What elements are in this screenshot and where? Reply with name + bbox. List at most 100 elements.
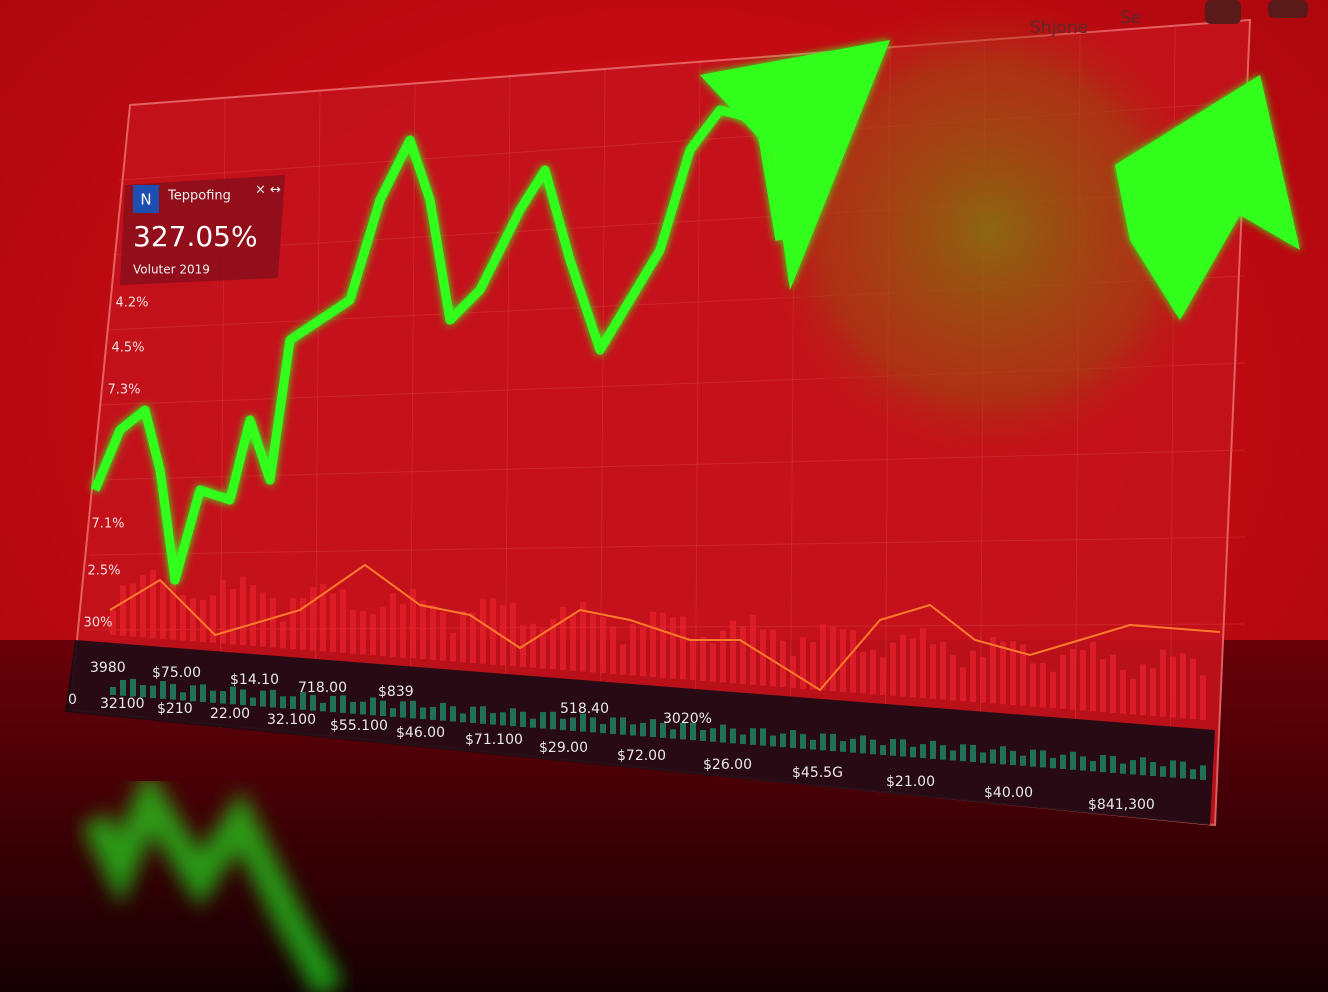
volume-bar [200,684,206,703]
volume-bar [880,745,886,755]
volume-bar [1090,641,1096,712]
volume-bar [540,712,546,729]
volume-bar [310,695,316,711]
volume-bar [830,733,836,752]
volume-bar [320,584,326,652]
volume-bar [770,735,776,747]
price-label: $29.00 [539,740,588,756]
tooltip-box [120,175,285,285]
volume-bar [550,711,556,730]
labels: 4.2% 4.5% 7.3% 7.1% 2.5% 30% 3980 $75.00 $14.10 7… [68,296,1155,814]
volume-bar [1030,663,1036,707]
volume-bar [960,667,966,702]
volume-bar [460,713,466,723]
volume-bar [1060,754,1066,770]
volume-bar [220,579,226,644]
user-name[interactable]: Shjone [1030,18,1088,38]
volume-bar [1050,758,1056,769]
volume-bar [360,701,366,715]
y-tick-label: 30% [84,616,113,631]
volume-bar [750,728,756,745]
volume-bar [980,656,986,703]
price-label: 0 [68,692,77,708]
volume-bar [640,627,646,677]
volume-bar [480,706,486,724]
volume-bar [380,607,386,657]
search[interactable]: Se [1120,8,1141,28]
volume-bar [710,728,716,742]
price-label: $841,300 [1088,797,1155,813]
volume-bar [810,642,816,690]
volume-bars [110,569,1206,780]
volume-bar [260,592,266,647]
reflection [81,767,344,992]
volume-bar [970,744,976,762]
volume-bar [170,575,176,640]
volume-bar [1180,761,1186,779]
volume-bar [130,583,136,637]
volume-bar [1170,656,1176,718]
volume-bar [730,728,736,744]
volume-bar [1070,751,1076,770]
volume-bar [1080,650,1086,711]
volume-bar [120,679,126,696]
arrow [1115,75,1300,320]
volume-bar [1150,668,1156,717]
volume-bar [300,598,306,650]
volume-bar [190,685,196,702]
volume-bar [320,702,326,712]
volume-bar [800,734,806,749]
menu-button[interactable] [1205,0,1241,24]
volume-bar [1180,653,1186,719]
volume-bar [860,735,866,754]
volume-bar [900,739,906,757]
volume-bar [690,639,696,681]
volume-bar [760,629,766,686]
volume-bar [120,585,126,636]
volume-bar [780,640,786,688]
price-label: $21.00 [886,774,935,790]
volume-bar [520,711,526,727]
close[interactable]: × ↔ [255,183,281,198]
volume-bar [200,599,206,643]
volume-bar [660,722,666,738]
volume-bar [890,642,896,696]
volume-bar [1020,644,1026,706]
volume-bar [470,612,476,664]
volume-bar [1000,746,1006,765]
volume-bar [1170,760,1176,778]
volume-bar [610,626,616,674]
volume-bar [470,706,476,724]
volume-bar [1130,760,1136,775]
volume-bar [420,707,426,720]
volume-bar [590,717,596,733]
grid-line [88,536,1246,556]
volume-bar [840,629,846,692]
volume-bar [580,601,586,672]
volume-bar [770,629,776,687]
volume-bar [590,614,596,673]
volume-bar [220,690,226,704]
volume-bar [1140,664,1146,716]
volume-bar [530,718,536,728]
volume-bar [140,685,146,698]
volume-bar [790,655,796,688]
volume-bar [1140,757,1146,776]
tooltip: N Teppofing × ↔ 327.05% Voluter 2019 [120,175,285,285]
volume-bar [370,697,376,716]
volume-bar [620,644,626,675]
volume-bar [1100,659,1106,713]
volume-bar [240,689,246,706]
y-tick-label: 7.1% [91,517,124,532]
volume-bar [870,739,876,755]
volume-bar [560,606,566,671]
volume-bar [680,722,686,740]
volume-bar [160,681,166,699]
volume-bar [710,642,716,682]
price-label: $46.00 [396,725,445,741]
volume-bar [950,750,956,761]
volume-bar [920,628,926,699]
menu-button[interactable] [1268,0,1308,18]
volume-bar [540,628,546,669]
